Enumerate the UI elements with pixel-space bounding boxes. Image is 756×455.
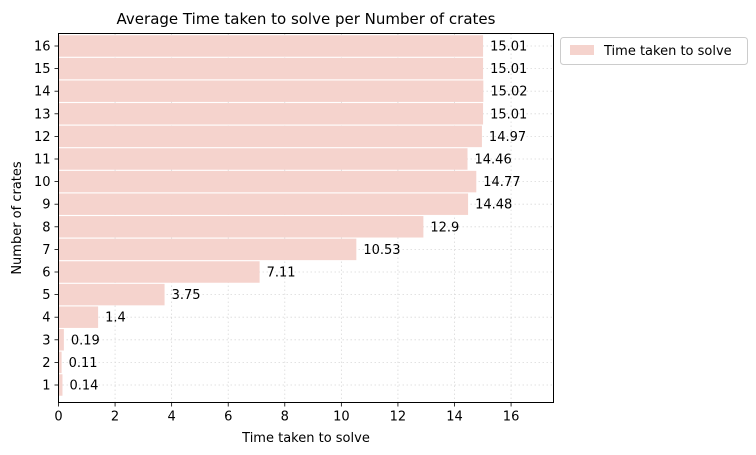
y-axis-label: Number of crates bbox=[10, 161, 25, 275]
bar bbox=[58, 125, 482, 148]
bar bbox=[58, 103, 484, 125]
data-label: 15.02 bbox=[490, 85, 527, 100]
y-tick-label: 5 bbox=[42, 288, 50, 303]
bar bbox=[58, 148, 468, 170]
bar bbox=[58, 216, 424, 238]
data-labels: 0.14 0.11 0.19 1.4 3.75 7.11 10.53 12.9 14.48 14.… bbox=[69, 40, 528, 394]
x-axis-ticks: 0 2 4 6 8 10 12 14 16 bbox=[54, 402, 520, 425]
plot-frame bbox=[58, 33, 554, 403]
y-tick-label: 13 bbox=[34, 107, 51, 122]
chart-title: Average Time taken to solve per Number o… bbox=[117, 10, 496, 28]
x-tick-label: 6 bbox=[224, 410, 232, 425]
bar bbox=[58, 238, 357, 261]
bar bbox=[58, 351, 62, 374]
x-tick-label: 14 bbox=[446, 410, 463, 425]
x-tick-label: 4 bbox=[168, 410, 176, 425]
x-tick-label: 10 bbox=[333, 410, 350, 425]
bar bbox=[58, 57, 484, 80]
bar bbox=[58, 283, 165, 306]
legend-frame bbox=[560, 37, 748, 65]
y-tick-label: 4 bbox=[42, 311, 50, 326]
y-tick-label: 6 bbox=[42, 266, 50, 281]
data-label: 14.46 bbox=[475, 153, 512, 168]
x-tick-label: 0 bbox=[54, 410, 62, 425]
bar bbox=[58, 261, 260, 283]
data-label: 14.48 bbox=[475, 198, 512, 213]
y-tick-label: 8 bbox=[42, 220, 50, 235]
legend-swatch bbox=[570, 45, 594, 55]
data-label: 12.9 bbox=[430, 220, 459, 235]
x-tick-label: 16 bbox=[503, 410, 520, 425]
legend: Time taken to solve bbox=[560, 37, 748, 65]
bar bbox=[58, 80, 484, 102]
x-tick-label: 2 bbox=[111, 410, 119, 425]
y-tick-label: 12 bbox=[34, 130, 51, 145]
data-label: 14.97 bbox=[489, 130, 526, 145]
bar bbox=[58, 306, 99, 328]
bar bbox=[58, 193, 469, 215]
bar bbox=[58, 374, 63, 396]
x-tick-label: 12 bbox=[390, 410, 407, 425]
data-label: 15.01 bbox=[490, 62, 527, 77]
data-label: 0.11 bbox=[69, 356, 98, 371]
data-label: 0.19 bbox=[71, 333, 100, 348]
data-label: 15.01 bbox=[490, 107, 527, 122]
y-tick-label: 14 bbox=[34, 85, 51, 100]
data-label: 14.77 bbox=[483, 175, 520, 190]
data-label: 0.14 bbox=[69, 379, 98, 394]
bar bbox=[58, 170, 477, 193]
bar bbox=[58, 329, 64, 351]
bar bbox=[58, 35, 484, 57]
bars bbox=[58, 35, 484, 396]
y-tick-label: 3 bbox=[42, 333, 50, 348]
y-tick-label: 11 bbox=[34, 153, 51, 168]
data-label: 15.01 bbox=[490, 40, 527, 55]
data-label: 7.11 bbox=[267, 266, 296, 281]
data-label: 3.75 bbox=[172, 288, 201, 303]
x-axis-label: Time taken to solve bbox=[241, 431, 370, 446]
y-tick-label: 15 bbox=[34, 62, 51, 77]
x-tick-label: 8 bbox=[281, 410, 289, 425]
y-tick-label: 7 bbox=[42, 243, 50, 258]
y-tick-label: 9 bbox=[42, 198, 50, 213]
y-tick-label: 2 bbox=[42, 356, 50, 371]
data-label: 1.4 bbox=[105, 311, 126, 326]
y-tick-label: 10 bbox=[34, 175, 51, 190]
data-label: 10.53 bbox=[363, 243, 400, 258]
legend-label: Time taken to solve bbox=[603, 44, 732, 59]
y-tick-label: 16 bbox=[34, 40, 51, 55]
y-tick-label: 1 bbox=[42, 379, 50, 394]
